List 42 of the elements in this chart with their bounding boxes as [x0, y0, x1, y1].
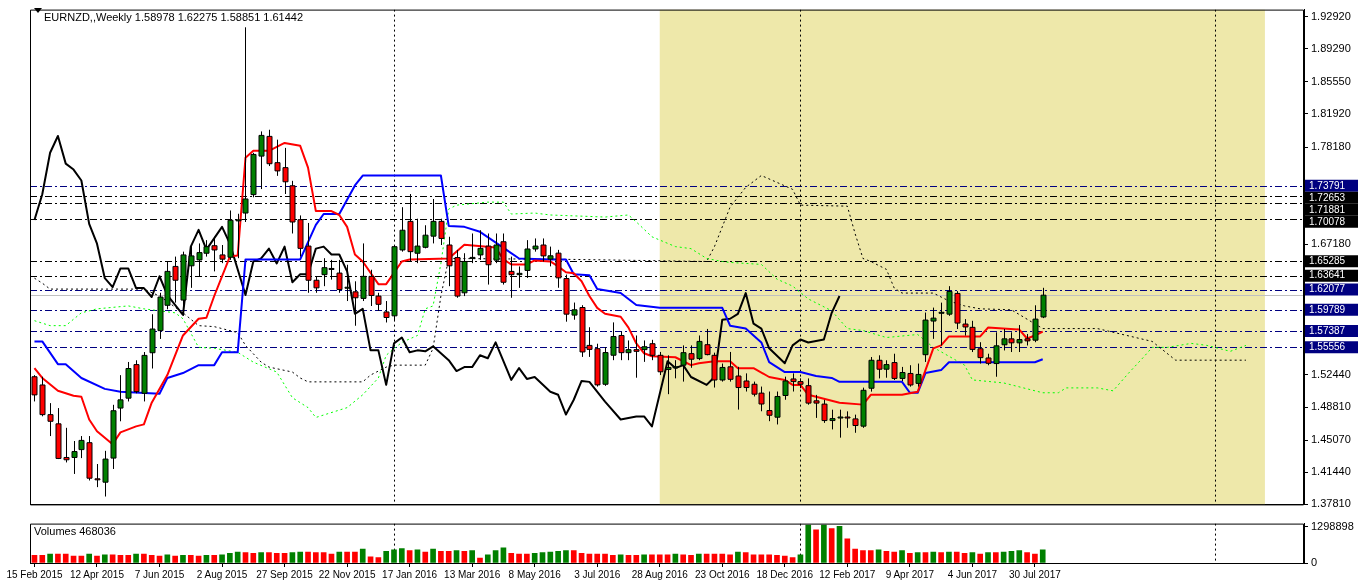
x-tick-label: 9 Apr 2017: [885, 568, 935, 580]
ref-line-label: 1.73791: [1309, 179, 1346, 191]
chart-title: Volumes 468036: [34, 524, 116, 537]
y-tick-label: 1.37810: [1311, 497, 1351, 510]
x-tick-label: 12 Feb 2017: [819, 568, 876, 580]
y-tick-label: 1.78180: [1311, 140, 1351, 153]
y-tick-label: 1.85550: [1311, 74, 1351, 87]
ref-line-label: 1.59789: [1309, 303, 1346, 315]
x-tick-label: 17 Jan 2016: [382, 568, 438, 580]
ref-line-label: 1.62077: [1309, 283, 1346, 295]
x-tick-label: 18 Dec 2016: [756, 568, 814, 580]
x-tick-label: 30 Jul 2017: [1009, 568, 1062, 580]
y-tick-label: 1.48810: [1311, 400, 1351, 413]
x-tick-label: 8 May 2016: [508, 568, 562, 580]
x-tick-label: 7 Jun 2015: [134, 568, 185, 580]
ref-line-label: 1.63641: [1309, 269, 1346, 281]
y-tick-label: 1.67180: [1311, 237, 1351, 250]
ref-line-label: 1.71881: [1309, 203, 1346, 215]
y-tick-label: 1.92920: [1311, 9, 1351, 22]
x-tick-label: 12 Apr 2015: [70, 568, 125, 580]
x-tick-label: 13 Mar 2016: [444, 568, 501, 580]
y-tick-label: 1.81920: [1311, 106, 1351, 119]
chart-title: EURNZD,,Weekly 1.58978 1.62275 1.58851 1.61442: [44, 10, 304, 23]
y-tick-label: 1.52440: [1311, 367, 1351, 380]
x-tick-label: 3 Jul 2016: [574, 568, 621, 580]
x-tick-label: 2 Aug 2015: [196, 568, 248, 580]
x-tick-label: 23 Oct 2016: [695, 568, 750, 580]
ref-line-label: 1.57387: [1309, 324, 1346, 336]
x-tick-label: 22 Nov 2015: [318, 568, 376, 580]
x-tick-label: 15 Feb 2015: [6, 568, 63, 580]
x-tick-label: 27 Sep 2015: [256, 568, 314, 580]
x-tick-label: 28 Aug 2016: [631, 568, 689, 580]
y-tick-label: 1.89290: [1311, 41, 1351, 54]
ref-line-label: 1.72653: [1309, 191, 1346, 203]
ref-line-label: 1.55556: [1309, 341, 1346, 353]
ref-line-label: 1.70078: [1309, 215, 1346, 227]
y-tick-label: 0: [1311, 556, 1318, 569]
y-tick-label: 1.41440: [1311, 465, 1351, 478]
ref-line-label: 1.65285: [1309, 254, 1346, 266]
x-tick-label: 4 Jun 2017: [947, 568, 998, 580]
y-tick-label: 1.45070: [1311, 433, 1351, 446]
y-tick-label: 1298898: [1311, 519, 1354, 532]
